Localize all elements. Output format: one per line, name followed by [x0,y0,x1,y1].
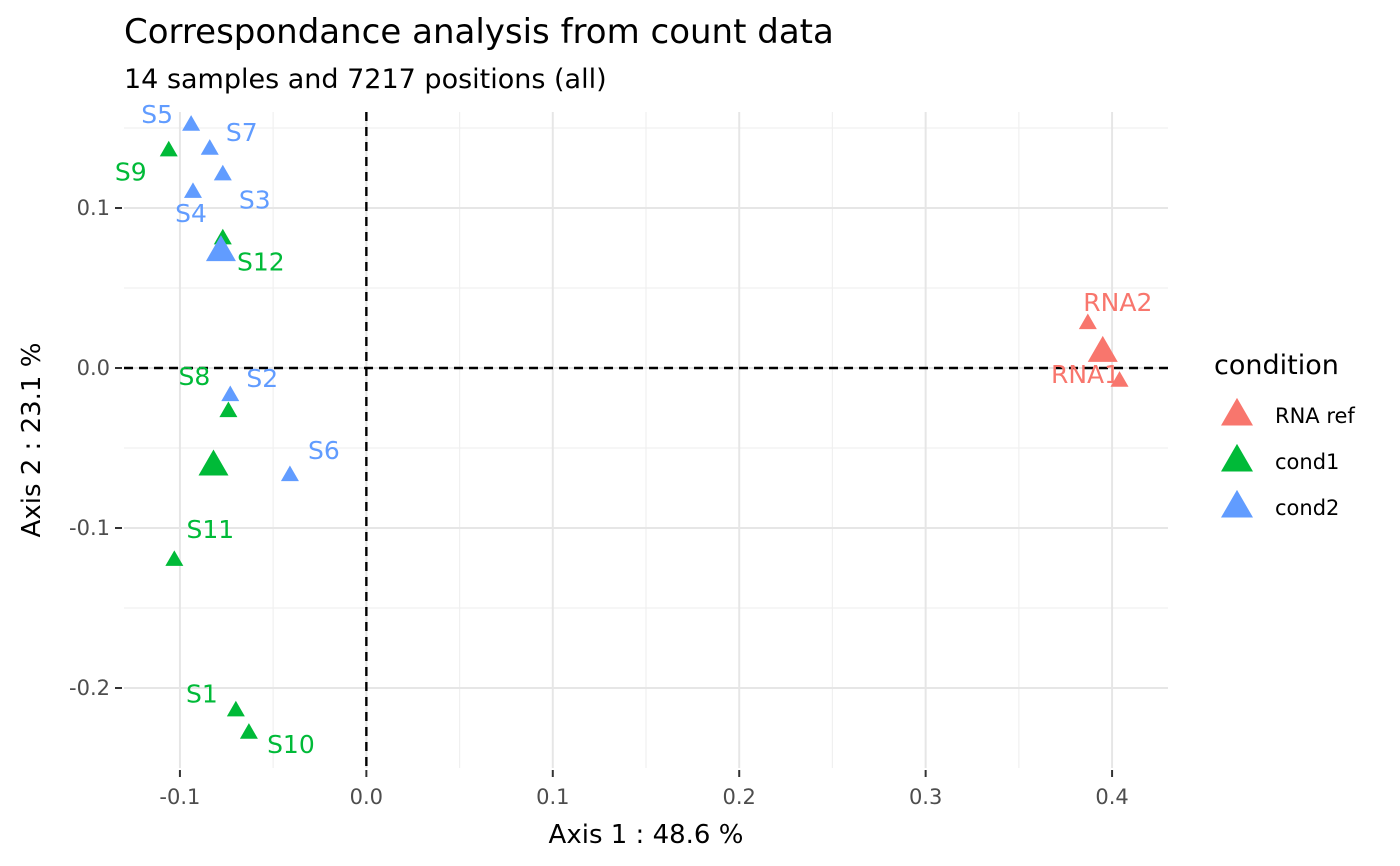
y-tick-label: -0.1 [69,516,110,540]
point-label-s3: S3 [239,185,271,214]
point-marker-s5 [182,115,201,131]
legend-key-cond1 [1221,443,1253,472]
point-label-s2: S2 [246,364,278,393]
point-marker-s9 [159,140,178,157]
point-marker-rna1 [1110,371,1129,387]
point-label-s5: S5 [141,100,173,129]
legend-key-rna-ref [1221,397,1253,426]
x-tick-label: 0.2 [723,785,756,809]
point-marker-s1 [226,700,245,717]
legend-label: cond1 [1275,450,1339,474]
y-tick-label: -0.2 [69,676,110,700]
centroid-marker-cond2 [205,235,236,262]
axis-ticks: -0.1 0.0 0.1 0.2 0.3 0.4 -0.2 -0.1 0.0 0.1 [69,196,1129,809]
point-marker-s11 [165,550,184,566]
centroid-marker-rna-ref [1087,335,1118,362]
x-tick-label: 0.4 [1095,785,1128,809]
x-tick-label: 0.3 [909,785,942,809]
point-label-s11: S11 [186,515,234,544]
reference-lines [124,112,1168,768]
legend: condition RNA ref cond1 cond2 [1214,350,1355,520]
point-label-s8: S8 [179,362,211,391]
point-label-s6: S6 [308,436,340,465]
centroid-marker-cond1 [198,449,229,476]
point-label-rna1: RNA1 [1051,360,1120,389]
point-label-s1: S1 [186,679,218,708]
point-marker-rna2 [1078,313,1097,330]
chart-title: Correspondance analysis from count data [124,12,834,52]
point-label-s12: S12 [237,247,285,276]
point-label-rna2: RNA2 [1083,288,1152,317]
legend-label: cond2 [1275,496,1339,520]
legend-key-cond2 [1221,489,1253,518]
point-label-s9: S9 [115,157,147,186]
point-marker-s2 [221,385,240,402]
point-labels: RNA2 RNA1 S9 S12 S8 S11 S1 S10 S5 S7 S3 S4 S2 S6 [115,100,1153,759]
point-label-s10: S10 [267,730,315,759]
point-label-s4: S4 [175,199,207,228]
point-label-s7: S7 [226,118,258,147]
point-marker-s3 [213,164,232,181]
chart-subtitle: 14 samples and 7217 positions (all) [124,64,607,95]
x-axis-title: Axis 1 : 48.6 % [549,820,744,850]
data-points [159,115,1129,739]
grid [124,112,1168,768]
legend-label: RNA ref [1275,404,1355,428]
y-tick-label: 0.0 [77,356,110,380]
x-tick-label: 0.0 [350,785,383,809]
point-marker-s6 [280,465,299,482]
legend-title: condition [1214,350,1339,381]
point-marker-s8 [219,401,238,418]
y-axis-title: Axis 2 : 23.1 % [17,343,47,538]
y-tick-label: 0.1 [77,196,110,220]
point-marker-s4 [183,182,202,198]
x-tick-label: -0.1 [159,785,200,809]
x-tick-label: 0.1 [536,785,569,809]
point-marker-s7 [200,139,219,155]
point-marker-s10 [239,723,258,739]
